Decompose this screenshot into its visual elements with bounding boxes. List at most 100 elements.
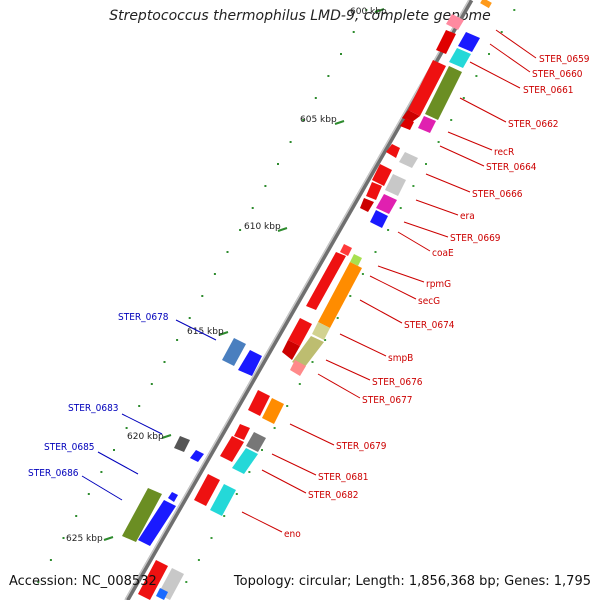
guide-dot [462,97,465,99]
label-ster-0683[interactable]: STER_0683 [68,403,119,414]
label-ster-0686[interactable]: STER_0686 [28,468,79,479]
label-smpb[interactable]: smpB [388,353,413,364]
guide-dot [213,273,216,275]
label-ster-0664[interactable]: STER_0664 [486,162,537,173]
reverse-gene-labels: STER_0678 STER_0683 STER_0685 STER_0686 [28,312,169,479]
tick-label-610: 610 kbp [244,222,281,232]
leader-ster-0674 [359,299,403,324]
guide-dot [450,119,453,121]
guide-dot [113,449,115,451]
label-ster-0685[interactable]: STER_0685 [44,442,95,453]
genome-backbone-highlight [124,0,470,600]
label-secg[interactable]: secG [418,296,440,307]
label-ster-0662[interactable]: STER_0662 [508,119,559,130]
guide-dot [75,515,78,517]
accession-text: Accession: NC_008532 [9,574,157,589]
gene-ster-0679 [262,398,284,424]
guide-dot [425,163,427,165]
leader-ster-0686 [81,475,123,501]
guide-dot [150,383,153,385]
tick-mark-625 [103,536,114,541]
gene-ster-0678-a [222,338,246,366]
gene-red-0679-a [248,390,270,416]
label-ster-0679[interactable]: STER_0679 [336,441,387,452]
tick-mark-620 [161,434,172,439]
kbp-ticks: 600 kbp 605 kbp 610 kbp 615 kbp 620 kbp … [66,7,387,544]
guide-dot [314,97,317,99]
leader-ster-0661 [469,61,521,89]
label-ster-0661[interactable]: STER_0661 [523,85,574,96]
map-title: Streptococcus thermophilus LMD-9, comple… [109,8,491,24]
label-ster-0674[interactable]: STER_0674 [404,320,455,331]
guide-dot [412,185,415,187]
label-ster-0677[interactable]: STER_0677 [362,395,413,406]
guide-dot [188,317,191,319]
guide-dot [475,75,478,77]
guide-dot [49,559,52,561]
outer-guide-dots [37,9,516,583]
guide-dot [235,493,238,495]
label-recr[interactable]: recR [494,147,514,158]
leader-ster-0683 [121,413,163,435]
leader-recr [447,131,493,151]
tick-label-615: 615 kbp [187,327,224,337]
guide-dot [163,361,166,363]
guide-dot [100,471,103,473]
guide-dot [223,515,226,517]
tick-mark-600 [374,8,385,13]
gene-red-small-1 [400,118,414,130]
label-ster-0678[interactable]: STER_0678 [118,312,169,323]
guide-dot [273,427,276,429]
gene-red-0681-a [234,424,250,440]
leader-ster-0681 [271,453,317,476]
leader-ster-0677 [317,373,361,399]
guide-dot [298,383,301,385]
guide-dot [399,207,402,209]
guide-dot [37,581,40,583]
gene-ster-0660 [449,48,471,68]
gene-ster-0659-box [480,0,492,9]
label-ster-0682[interactable]: STER_0682 [308,490,359,501]
label-ster-0666[interactable]: STER_0666 [472,189,523,200]
label-rpmg[interactable]: rpmG [426,279,451,290]
gene-ster-0659 [458,32,480,52]
leader-ster-0682 [261,469,307,494]
leader-ster-0678 [175,319,217,341]
guide-dot [239,229,242,231]
gene-ster-0676 [292,336,324,368]
gene-ster-0674 [318,262,362,328]
gene-ster-0683-arrow [190,450,204,462]
label-ster-0676[interactable]: STER_0676 [372,377,423,388]
leader-ster-0662 [459,97,507,123]
guide-dot [264,185,267,187]
topology-text: Topology: circular; Length: 1,856,368 bp… [233,574,591,589]
label-ster-0659[interactable]: STER_0659 [539,54,590,65]
guide-dot [185,581,188,583]
label-coae[interactable]: coaE [432,248,454,259]
guide-dot [201,295,204,297]
forward-leader-lines [241,29,537,533]
leader-smpb [339,333,387,357]
gene-ster-0664 [399,152,418,168]
label-era[interactable]: era [460,211,475,222]
leader-ster-0659 [495,29,537,59]
gene-blue-bottom-left [138,500,176,546]
guide-dot [349,295,352,297]
gene-ster-0677 [290,360,306,376]
gene-red-eno [194,474,220,506]
leader-coae [397,231,431,252]
label-eno[interactable]: eno [284,529,301,540]
leader-ster-0685 [97,451,139,475]
guide-dot [251,207,254,209]
leader-rpmg [377,265,425,283]
label-ster-0669[interactable]: STER_0669 [450,233,501,244]
leader-ster-0676 [325,359,371,381]
guide-dot [361,273,364,275]
leader-secg [369,275,417,300]
gene-red-mid-1 [372,164,392,186]
label-ster-0681[interactable]: STER_0681 [318,472,369,483]
guide-dot [210,537,213,539]
gene-ster-0662 [418,116,436,133]
guide-dot [324,339,327,341]
label-ster-0660[interactable]: STER_0660 [532,69,583,80]
